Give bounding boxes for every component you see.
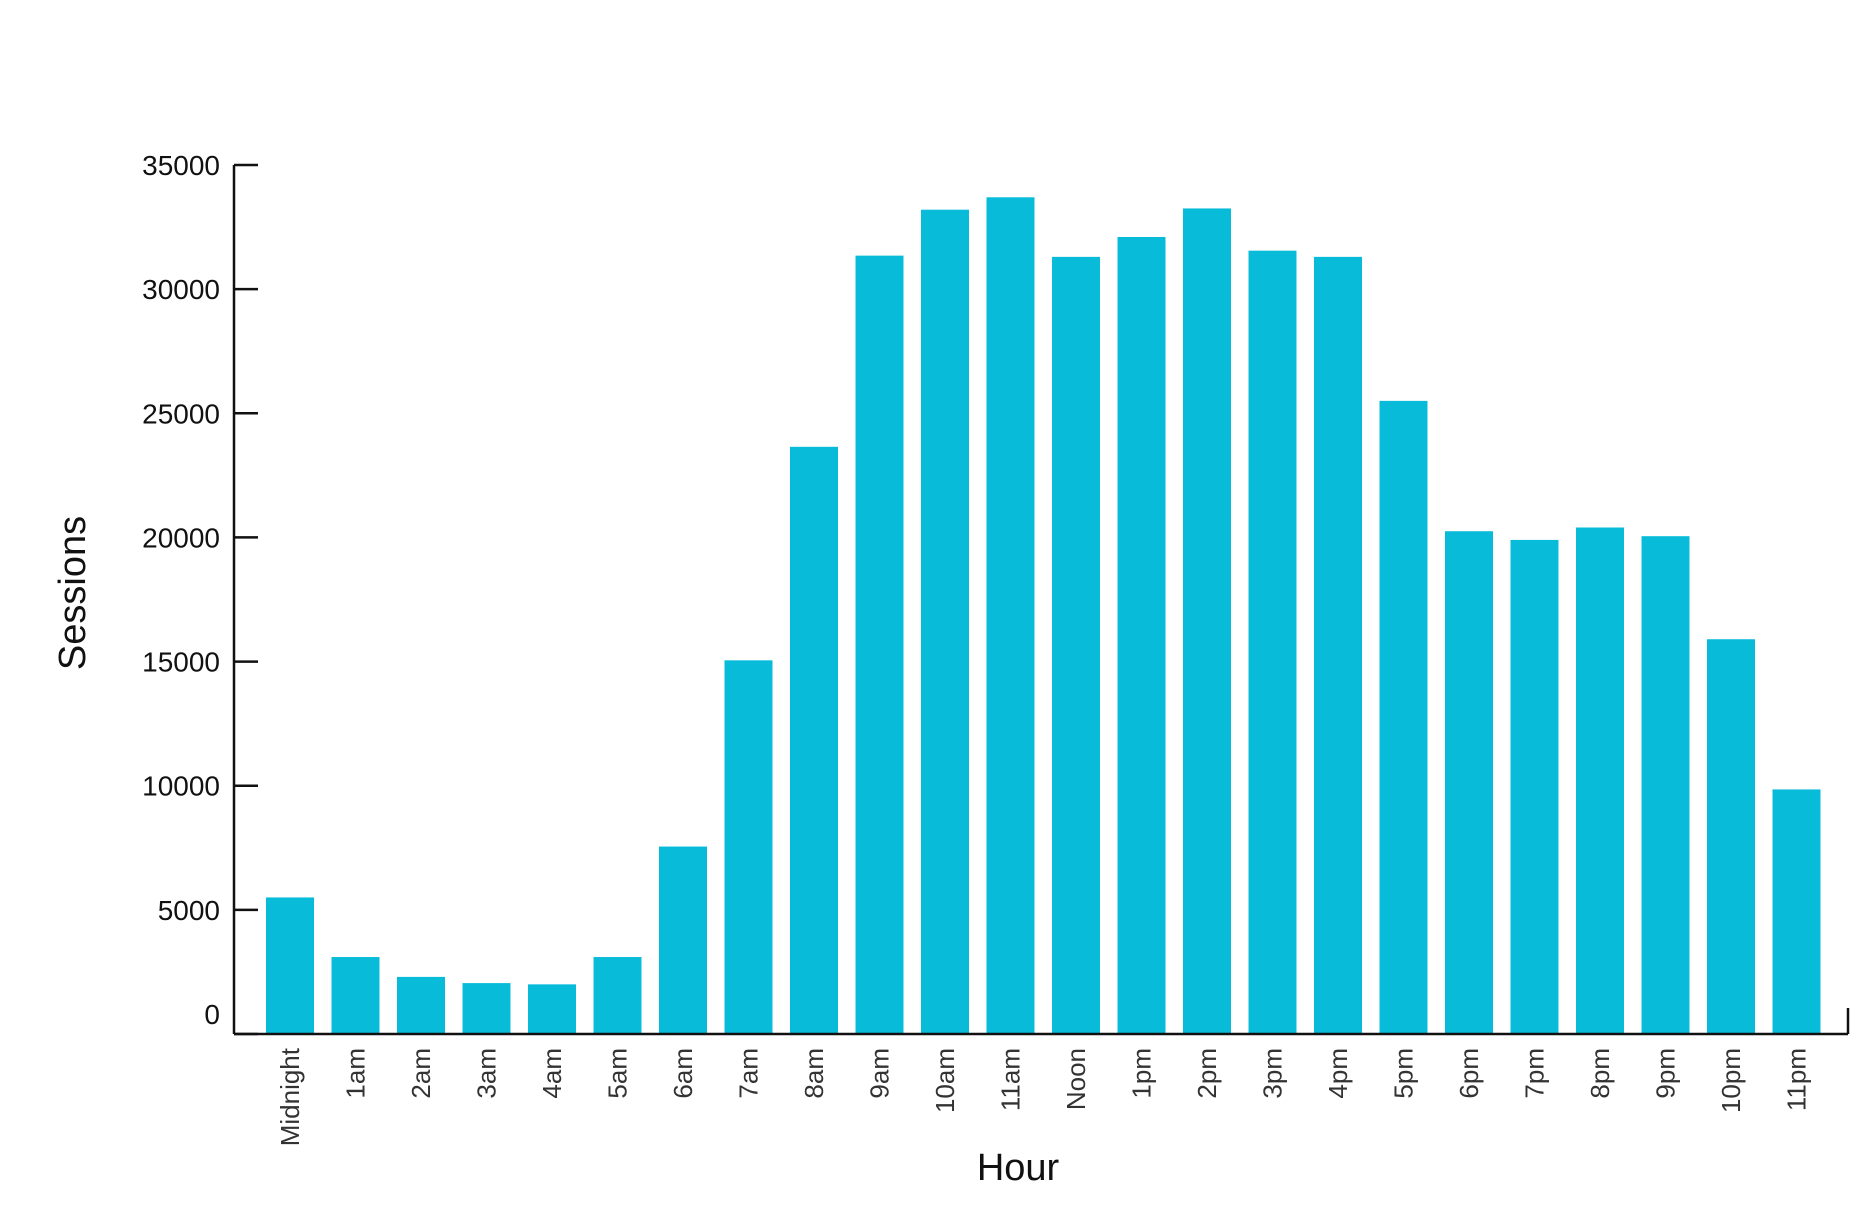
bar-7pm xyxy=(1510,539,1559,1034)
bar-3pm xyxy=(1248,250,1297,1034)
y-tick-label: 0 xyxy=(204,999,220,1030)
y-tick-label: 25000 xyxy=(142,398,220,429)
x-tick-label: 7pm xyxy=(1520,1048,1550,1099)
x-tick-label: 9pm xyxy=(1651,1048,1681,1099)
x-tick-label: 2am xyxy=(406,1048,436,1099)
x-tick-label: 4am xyxy=(537,1048,567,1099)
bar-11am xyxy=(986,197,1035,1034)
bar-noon xyxy=(1052,256,1100,1034)
x-axis-ticks: Midnight 1am 2am 3am 4am 5am 6am 7am 8am 9am 10am 1… xyxy=(275,1047,1812,1146)
x-tick-label: 5pm xyxy=(1389,1048,1419,1099)
bar-5pm xyxy=(1379,400,1428,1034)
bar-10pm xyxy=(1707,639,1755,1034)
x-tick-label: 9am xyxy=(865,1048,895,1099)
x-tick-label: 11pm xyxy=(1782,1048,1812,1111)
y-tick-label: 20000 xyxy=(142,522,220,553)
bar-midnight xyxy=(266,897,314,1034)
bar-1pm xyxy=(1117,237,1166,1034)
x-tick-label: 7am xyxy=(734,1048,764,1099)
y-axis-ticks: 0 5000 10000 15000 20000 25000 30000 35000 xyxy=(142,150,258,1036)
x-tick-label: 3am xyxy=(472,1048,502,1099)
x-tick-label: 4pm xyxy=(1323,1048,1353,1099)
y-tick-label: 15000 xyxy=(142,647,220,678)
bar-7am xyxy=(724,660,773,1034)
x-tick-label: 10am xyxy=(930,1048,960,1113)
bar-4am xyxy=(528,984,576,1034)
bar-3am xyxy=(462,983,511,1034)
bar-4pm xyxy=(1314,256,1362,1034)
x-axis-title: Hour xyxy=(977,1147,1060,1189)
bar-5am xyxy=(593,957,642,1034)
bar-8am xyxy=(790,446,838,1034)
x-tick-label: 8pm xyxy=(1585,1048,1615,1099)
x-tick-label: 6am xyxy=(668,1048,698,1099)
y-axis-title: Sessions xyxy=(52,516,94,670)
bar-8pm xyxy=(1576,527,1624,1034)
bar-6am xyxy=(659,846,707,1034)
x-tick-label: 1pm xyxy=(1127,1048,1157,1099)
bar-1am xyxy=(331,957,380,1034)
bar-2pm xyxy=(1183,208,1231,1034)
x-tick-label: 1am xyxy=(341,1048,371,1099)
bar-11pm xyxy=(1772,789,1821,1034)
bar-10am xyxy=(921,209,969,1035)
bar-9am xyxy=(855,255,904,1035)
y-tick-label: 10000 xyxy=(142,771,220,802)
y-tick-label: 5000 xyxy=(158,895,220,926)
x-tick-label: 8am xyxy=(799,1048,829,1099)
bars-group xyxy=(266,197,1821,1035)
x-tick-label: 11am xyxy=(996,1048,1026,1111)
x-tick-label: 10pm xyxy=(1716,1048,1746,1113)
x-tick-label: 6pm xyxy=(1454,1048,1484,1099)
x-tick-label: Midnight xyxy=(275,1047,305,1146)
bar-6pm xyxy=(1445,531,1493,1034)
bar-9pm xyxy=(1641,536,1690,1034)
y-tick-label: 35000 xyxy=(142,150,220,181)
x-tick-label: 2pm xyxy=(1192,1048,1222,1099)
y-tick-label: 30000 xyxy=(142,274,220,305)
x-tick-label: 3pm xyxy=(1258,1048,1288,1099)
x-tick-label: 5am xyxy=(603,1048,633,1099)
x-tick-label: Noon xyxy=(1061,1048,1091,1110)
bar-2am xyxy=(397,976,445,1034)
